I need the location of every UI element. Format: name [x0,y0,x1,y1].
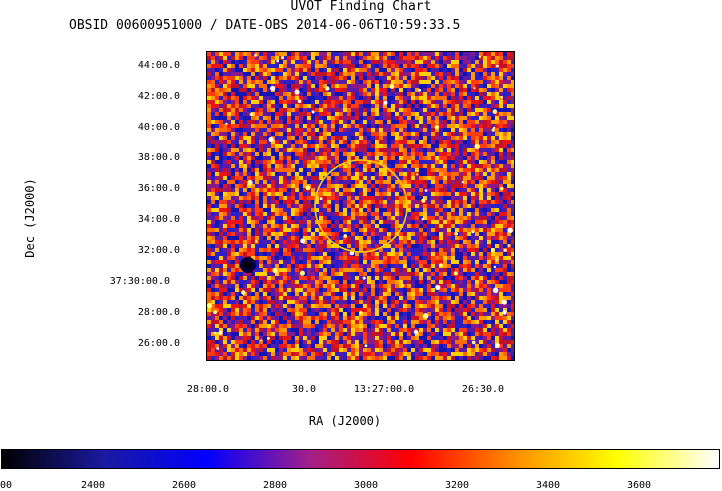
star [297,99,302,104]
star [434,124,440,130]
star [225,122,228,126]
star [300,238,306,244]
star [507,244,511,247]
chart-title: UVOT Finding Chart [290,0,432,14]
star [413,329,419,335]
star [213,310,218,314]
star [502,310,507,315]
star [496,64,499,68]
star [249,112,253,116]
star [272,267,278,274]
star [418,88,422,92]
star [491,248,495,252]
star [453,271,458,276]
star [268,136,274,142]
star [471,340,476,345]
star [454,232,458,236]
star [294,89,300,95]
x-tick-label: 13:27:00.0 [353,384,415,395]
star [364,344,368,348]
y-tick-label: 32:00.0 [137,245,180,256]
star [439,263,443,267]
star [280,56,285,60]
colorbar-tick-label: 3600 [626,480,652,491]
colorbar [1,449,720,469]
sky-image [207,52,514,360]
colorbar-tick-label: 3400 [535,480,561,491]
star [241,290,246,295]
y-tick-label: 42:00.0 [137,91,180,102]
star [461,181,464,184]
colorbar-tick-label: 2800 [262,480,288,491]
star [299,270,305,276]
y-tick-label: 34:00.0 [137,214,180,225]
colorbar-tick-label: 3200 [444,480,470,491]
star [492,287,499,294]
star [471,230,475,234]
y-axis-label: Dec (J2000) [23,178,37,258]
star [216,347,219,350]
colorbar-tick-label: 3000 [353,480,379,491]
star [473,87,476,90]
y-tick-label: 38:00.0 [137,152,180,163]
star [493,265,496,269]
star [247,179,253,186]
star [495,343,500,348]
star [276,59,279,63]
star [305,185,311,191]
star [435,284,441,290]
star [260,339,263,342]
star [389,83,395,89]
star [218,331,223,335]
y-tick-label: 40:00.0 [137,122,180,133]
star [491,128,495,132]
star [319,197,323,201]
colorbar-tick-label: 2600 [171,480,197,491]
x-tick-label: 26:30.0 [461,384,505,395]
star [383,100,388,105]
star [362,276,366,280]
star [422,313,429,319]
star [290,147,293,150]
star [266,336,270,340]
star [311,110,315,114]
y-tick-label: 26:00.0 [137,338,180,349]
star [325,86,330,91]
star [424,189,428,192]
sky-image-plot [206,51,515,361]
star [477,145,480,149]
colorbar-tick-label: 2400 [80,480,106,491]
star [493,126,496,129]
star [270,85,276,91]
star [501,299,507,305]
star [421,218,424,221]
star [402,284,405,287]
x-tick-label: 28:00.0 [186,384,230,395]
star [254,240,258,243]
y-tick-label: 28:00.0 [137,307,180,318]
y-tick-label: 36:00.0 [137,183,180,194]
chart-subtitle: OBSID 00600951000 / DATE-OBS 2014-06-06T… [69,18,461,33]
y-tick-label: 44:00.0 [137,60,180,71]
star [495,259,498,262]
source-region-circle [314,159,408,253]
star [500,186,504,191]
star [492,109,498,114]
star [478,55,482,58]
colorbar-tick-label: 00 [0,480,13,491]
star [507,227,513,233]
star [207,302,213,309]
star [503,248,507,252]
star [421,198,426,203]
star [254,54,257,57]
x-axis-label: RA (J2000) [308,414,382,428]
x-tick-label: 30.0 [291,384,317,395]
star [359,310,363,314]
star [343,234,348,238]
star [416,173,419,176]
y-tick-label: 37:30:00.0 [109,276,170,287]
star [500,95,503,99]
star [213,331,216,334]
